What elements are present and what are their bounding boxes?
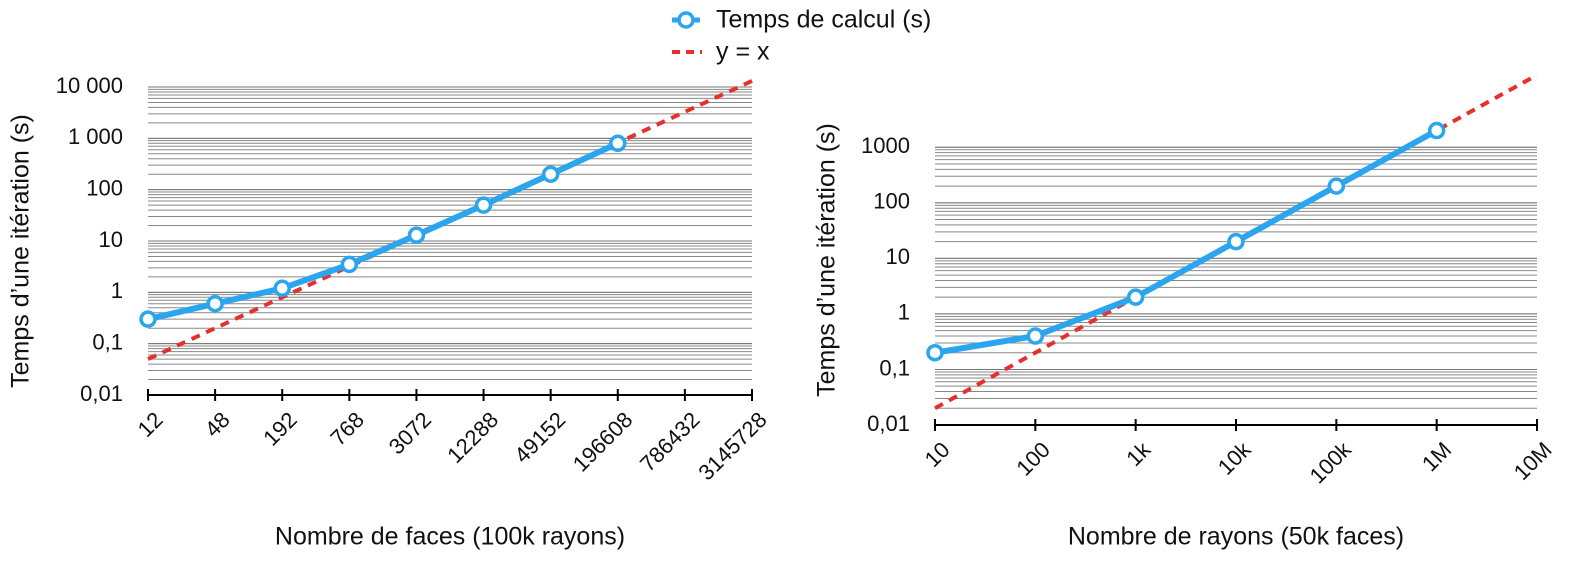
y-tick-label: 100 [873, 189, 910, 214]
data-point [1126, 288, 1145, 306]
legend-marker [677, 11, 695, 29]
x-tick-label: 10M [1509, 437, 1557, 485]
x-tick-label: 100k [1305, 436, 1357, 488]
x-tick-label: 12 [133, 407, 168, 442]
y-tick-label: 0,1 [92, 329, 123, 354]
y-tick-label: 1 000 [68, 124, 123, 149]
data-point [474, 196, 493, 214]
y-axis-title: Temps d’une itération (s) [7, 114, 35, 388]
x-tick-label: 10 [920, 437, 955, 472]
x-tick-label: 768 [325, 407, 369, 451]
data-line [147, 140, 620, 323]
x-tick-label: 1M [1417, 437, 1456, 476]
y-tick-label: 10 000 [56, 73, 123, 98]
data-point [206, 294, 224, 313]
data-point [139, 310, 157, 328]
y-tick-label: 1000 [861, 133, 910, 158]
x-tick-label: 3072 [384, 407, 436, 459]
x-tick-label: 100 [1011, 437, 1055, 481]
y-axis-title: Temps d’une itération (s) [813, 123, 841, 397]
x-tick-label: 192 [258, 407, 302, 451]
x-tick-label: 48 [200, 407, 235, 442]
data-point [340, 255, 359, 274]
y-tick-label: 100 [86, 175, 123, 200]
x-tick-label: 196608 [568, 407, 638, 477]
data-point [609, 134, 627, 153]
data-point [273, 279, 291, 298]
x-tick-label: 12288 [442, 407, 503, 468]
x-tick-label: 10k [1213, 436, 1256, 479]
legend-label: Temps de calcul (s) [716, 6, 931, 34]
legend-label: y = x [716, 38, 770, 66]
x-tick-label: 1k [1121, 436, 1156, 471]
data-point [407, 226, 426, 244]
y-tick-label: 1 [111, 278, 123, 303]
data-point [926, 343, 944, 362]
y-tick-label: 0,1 [879, 355, 910, 380]
x-axis-title: Nombre de faces (100k rayons) [275, 523, 625, 551]
legend: Temps de calcul (s) y = x [672, 6, 931, 66]
data-point [1427, 121, 1446, 140]
y-tick-label: 1 [898, 300, 910, 325]
data-point [1227, 232, 1245, 251]
x-tick-label: 49152 [509, 407, 570, 468]
y-tick-label: 0,01 [867, 411, 910, 436]
x-tick-label: 3145728 [693, 407, 771, 485]
y-tick-label: 0,01 [80, 381, 123, 406]
y-tick-label: 10 [99, 227, 123, 252]
y-tick-label: 10 [886, 244, 910, 269]
data-line [934, 127, 1439, 356]
x-axis-title: Nombre de rayons (50k faces) [1068, 523, 1404, 551]
data-point [541, 165, 560, 183]
data-point [1327, 177, 1346, 195]
data-point [1026, 327, 1045, 345]
